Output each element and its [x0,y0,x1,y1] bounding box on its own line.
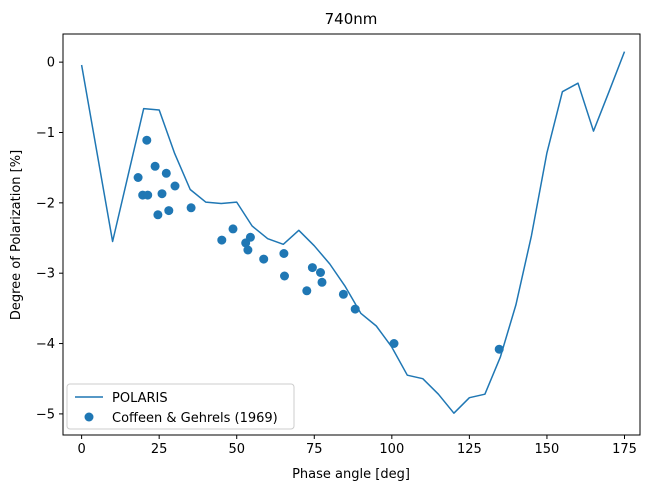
legend-box [66,383,295,430]
x-tick-label: 50 [228,442,245,457]
coffeen-point [142,135,152,145]
legend-dot-swatch [84,412,94,422]
coffeen-point [279,249,289,258]
coffeen-point [316,268,325,277]
coffeen-point [307,263,317,273]
y-tick-label: 0 [47,56,55,71]
legend-label-coffeen: Coffeen & Gehrels (1969) [112,411,278,426]
y-tick-label: −5 [36,407,55,422]
coffeen-point [133,173,143,182]
coffeen-point [302,286,312,296]
coffeen-point [150,161,160,171]
coffeen-point [389,339,399,348]
y-tick-label: −2 [36,196,55,211]
coffeen-point [170,181,180,191]
y-tick-label: −4 [36,337,55,352]
x-tick-label: 175 [612,442,637,457]
chart-title: 740nm [325,10,378,28]
coffeen-point [161,168,171,178]
y-axis-label: Degree of Polarization [%] [9,150,24,320]
x-tick-label: 0 [77,442,85,457]
coffeen-point [338,289,348,299]
axis-ticks: 0 25 50 75 100 125 150 175 0 −1 −2 −3 −4 −5 [36,56,637,457]
x-tick-label: 100 [379,442,404,457]
plot-frame [62,33,641,436]
coffeen-point [243,245,253,255]
y-tick-label: −3 [36,267,55,282]
coffeen-point [186,203,196,213]
y-tick-label: −1 [36,126,55,141]
coffeen-point [494,344,504,354]
legend-label-polaris: POLARIS [112,391,168,406]
coffeen-point [259,254,269,264]
x-tick-label: 125 [457,442,482,457]
x-tick-label: 75 [306,442,323,457]
coffeen-point [245,232,255,242]
coffeen-point [164,206,174,216]
legend: POLARIS Coffeen & Gehrels (1969) [66,383,295,430]
coffeen-point [153,210,163,220]
series-layer [80,51,626,414]
coffeen-point [280,271,289,281]
x-tick-label: 150 [535,442,560,457]
x-axis-label: Phase angle [deg] [292,467,410,482]
coffeen-point [143,190,153,200]
coffeen-point [228,224,238,234]
polaris-line [80,51,626,414]
x-tick-label: 25 [151,442,168,457]
coffeen-point [217,235,227,245]
coffeen-point [317,277,327,287]
coffeen-point [157,189,167,199]
coffeen-point [350,304,360,314]
